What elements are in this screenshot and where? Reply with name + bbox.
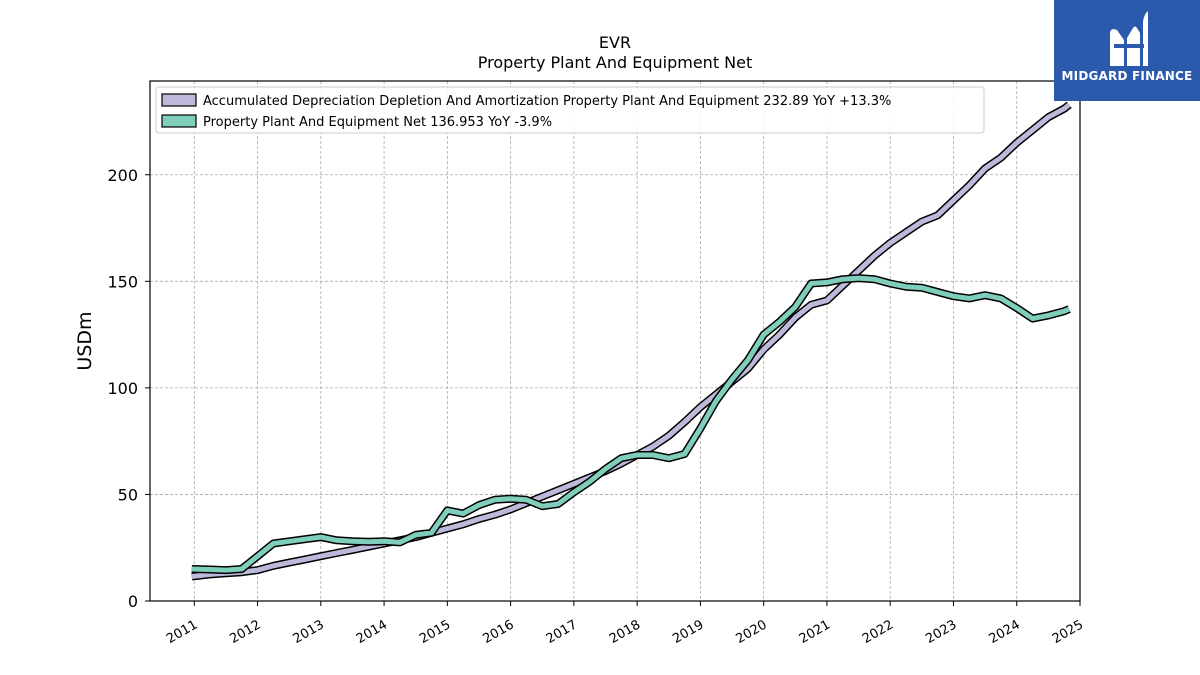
x-tick-label: 2012	[227, 617, 263, 647]
x-tick-label: 2018	[607, 617, 643, 647]
x-tick-label: 2011	[164, 617, 200, 647]
x-tick-label: 2015	[417, 617, 453, 647]
legend-swatch-ppe-net	[161, 114, 197, 128]
legend-box	[155, 86, 985, 134]
x-tick-label: 2017	[544, 617, 580, 647]
midgard-logo-icon	[1110, 11, 1148, 67]
x-tick-label: 2023	[923, 617, 959, 647]
y-axis-label: USDm	[74, 311, 96, 370]
x-tick-label: 2025	[1050, 617, 1086, 647]
legend-label-ppe-net: Property Plant And Equipment Net 136.953…	[203, 115, 552, 130]
legend-swatch-accumulated-depreciation	[161, 93, 197, 107]
plot-frame	[149, 80, 1081, 602]
x-tick-label: 2021	[797, 617, 833, 647]
series-line-ppe-net	[191, 275, 1071, 573]
grid	[150, 81, 1081, 601]
y-tick-label: 50	[118, 485, 138, 504]
x-tick-label: 2024	[987, 617, 1023, 647]
y-tick-label: 150	[107, 272, 138, 291]
chart-title: EVR	[599, 33, 631, 52]
series-outline-accumulated-depreciation	[191, 101, 1072, 581]
x-tick-label: 2019	[670, 617, 706, 647]
brand-logo: MIDGARD FINANCE	[1054, 0, 1200, 101]
x-tick-label: 2016	[480, 617, 516, 647]
x-tick-label: 2013	[291, 617, 327, 647]
x-axis: 2011 2012 2013 2014 2015 2016 2017 2018 2019 2020…	[164, 601, 1086, 647]
brand-name: MIDGARD FINANCE	[1061, 69, 1193, 83]
x-tick-label: 2014	[354, 617, 390, 647]
legend-label-accumulated-depreciation: Accumulated Depreciation Depletion And A…	[203, 94, 891, 109]
y-tick-label: 100	[107, 379, 138, 398]
series-layer	[191, 101, 1072, 581]
y-tick-label: 0	[128, 592, 138, 611]
chart-subtitle: Property Plant And Equipment Net	[478, 53, 753, 72]
y-axis: 0 50 100 150 200	[107, 166, 150, 611]
x-tick-label: 2020	[734, 617, 770, 647]
series-line-accumulated-depreciation	[191, 102, 1071, 579]
x-tick-label: 2022	[860, 617, 896, 647]
legend: Accumulated Depreciation Depletion And A…	[155, 86, 985, 134]
y-tick-label: 200	[107, 166, 138, 185]
series-outline-ppe-net	[191, 274, 1071, 575]
